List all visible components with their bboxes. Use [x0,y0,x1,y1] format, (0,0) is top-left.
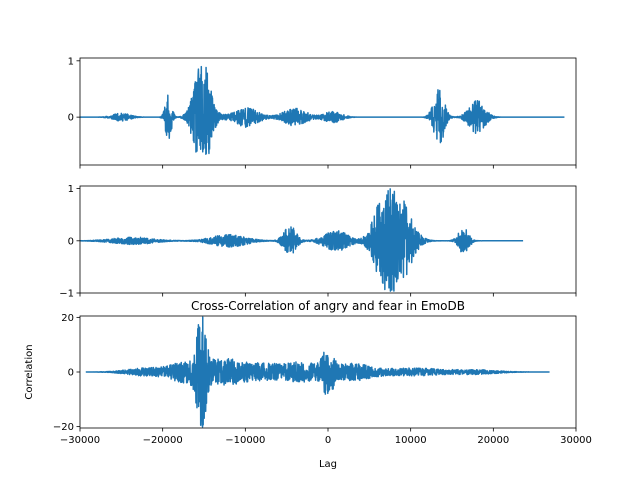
series-line [85,316,551,428]
series-line [79,65,565,155]
y-tick-label: 0 [68,113,74,124]
y-tick-label: 20 [61,313,74,324]
x-axis-label: Lag [319,459,337,470]
y-axis-label: Correlation [24,344,35,399]
y-tick-label: 1 [68,184,74,195]
y-tick-label: −20 [53,422,74,433]
y-tick-label: −1 [59,289,74,300]
y-tick-label: 0 [68,368,74,379]
series-line [79,188,524,292]
axes-frame [79,57,577,166]
subplot-bottom: 20 0 −20 −30000 −20000 −10000 0 10000 20000 30000… [24,299,592,470]
x-tick-label: −10000 [225,435,265,446]
y-tick-label: 1 [68,56,74,67]
x-tick-label: −20000 [143,435,183,446]
chart-title: Cross-Correlation of angry and fear in E… [191,299,465,313]
x-tick-label: −30000 [60,435,100,446]
x-tick-label: 30000 [560,435,592,446]
subplot-middle: 1 0 −1 [59,184,577,300]
x-tick-label: 10000 [395,435,427,446]
x-tick-label: 0 [325,435,331,446]
subplot-top: 10 [68,56,577,169]
x-tick-label: 20000 [477,435,509,446]
y-tick-label: 0 [68,236,74,247]
